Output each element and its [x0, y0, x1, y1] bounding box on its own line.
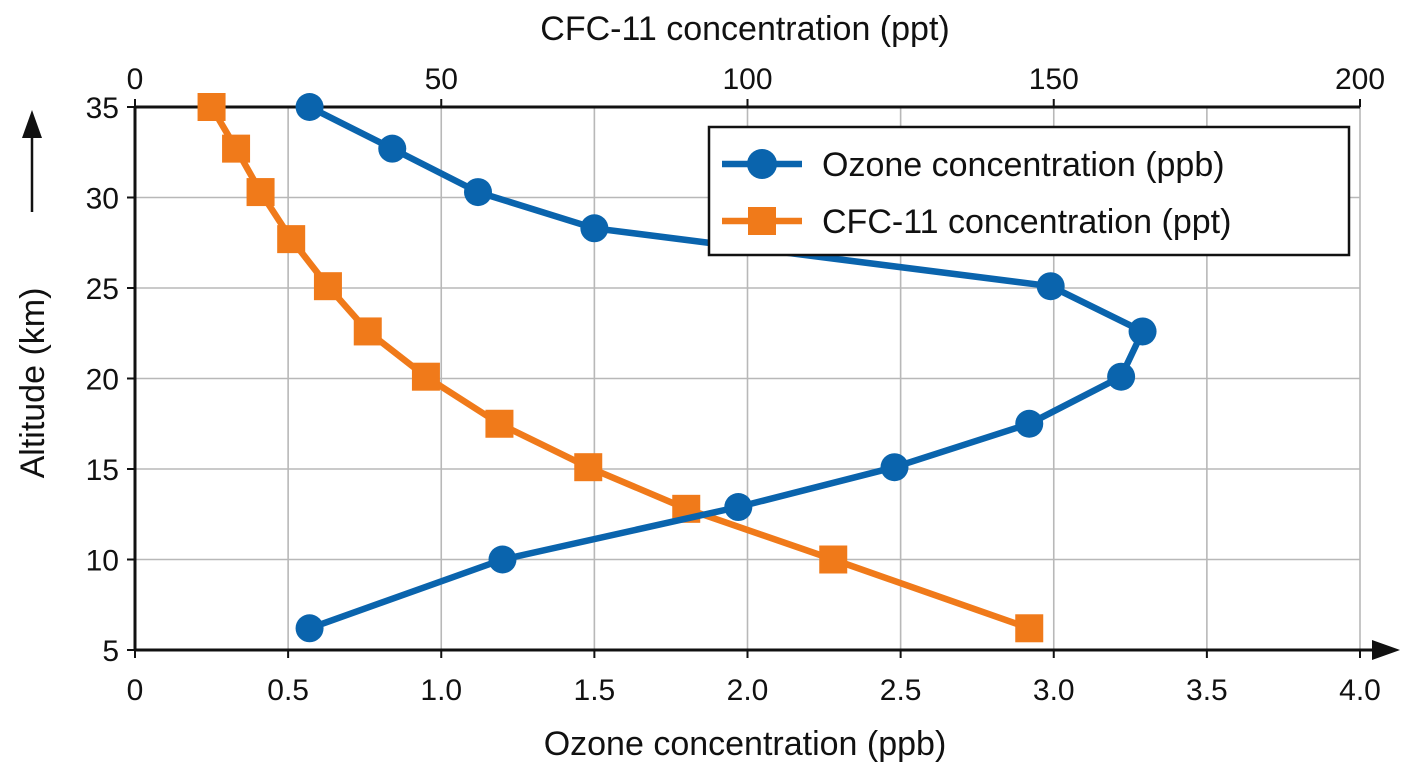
- data-point-square: [277, 225, 306, 254]
- x-bottom-tick-label: 1.0: [420, 674, 462, 707]
- right-arrow-icon: [1372, 640, 1400, 660]
- x-top-tick-label: 150: [1029, 63, 1079, 96]
- x-top-tick-label: 0: [127, 63, 144, 96]
- data-point-circle: [295, 614, 324, 643]
- data-point-square: [222, 134, 251, 163]
- y-tick-label: 5: [102, 635, 119, 668]
- data-point-square: [353, 317, 382, 346]
- series-line: [308, 104, 1146, 632]
- up-arrow-icon: [22, 110, 42, 212]
- y-tick-label: 35: [86, 92, 119, 125]
- data-point-circle: [880, 453, 909, 482]
- data-point-circle: [1036, 272, 1065, 301]
- series-ozone: [295, 93, 1157, 643]
- x-top-tick-label: 200: [1335, 63, 1385, 96]
- y-axis-title: Altitude (km): [14, 288, 52, 479]
- x-bottom-tick-label: 0: [127, 674, 144, 707]
- series-cfc-11: [197, 93, 1044, 643]
- data-point-square: [485, 409, 514, 438]
- data-point-circle: [464, 178, 492, 207]
- x-bottom-tick-label: 2.5: [880, 674, 922, 707]
- y-tick-label: 15: [86, 454, 119, 487]
- x-bottom-tick-label: 1.5: [574, 674, 616, 707]
- x-top-tick-label: 100: [722, 63, 772, 96]
- legend-marker-circle: [747, 149, 777, 179]
- data-point-square: [574, 453, 603, 482]
- data-point-square: [197, 93, 226, 121]
- data-point-circle: [295, 93, 324, 121]
- data-point-circle: [1015, 409, 1044, 438]
- data-point-circle: [1107, 362, 1136, 391]
- legend-entry: CFC-11 concentration (ppt): [722, 203, 1231, 241]
- data-point-circle: [580, 214, 609, 243]
- legend: Ozone concentration (ppb) CFC-11 concentr…: [707, 125, 1351, 257]
- data-point-square: [411, 362, 440, 391]
- x-bottom-tick-label: 4.0: [1339, 674, 1381, 707]
- legend-marker-square: [748, 207, 776, 235]
- x-top-axis-title: CFC-11 concentration (ppt): [540, 10, 949, 48]
- y-tick-label: 10: [86, 545, 119, 578]
- data-point-square: [1015, 614, 1044, 643]
- y-tick-label: 20: [86, 364, 119, 397]
- legend-label: Ozone concentration (ppb): [822, 146, 1225, 184]
- data-point-square: [819, 545, 848, 574]
- data-point-circle: [378, 134, 407, 163]
- x-bottom-tick-label: 0.5: [267, 674, 309, 707]
- y-tick-label: 25: [86, 273, 119, 306]
- x-bottom-axis-title: Ozone concentration (ppb): [544, 725, 947, 763]
- data-point-circle: [724, 493, 753, 522]
- x-bottom-tick-label: 3.0: [1033, 674, 1075, 707]
- axes: [127, 99, 1400, 660]
- legend-label: CFC-11 concentration (ppt): [822, 203, 1231, 241]
- x-top-tick-label: 50: [425, 63, 458, 96]
- x-bottom-tick-label: 2.0: [727, 674, 769, 707]
- legend-entry: Ozone concentration (ppb): [722, 146, 1225, 184]
- x-bottom-tick-label: 3.5: [1186, 674, 1228, 707]
- plot-area: [197, 93, 1157, 643]
- y-tick-label: 30: [86, 183, 119, 216]
- tick-labels: 0 0.5 1.0 1.5 2.0 2.5 3.0 3.5 4.0 0 50 100 150 200 5 10…: [86, 63, 1385, 707]
- data-point-square: [246, 178, 275, 207]
- data-point-circle: [1128, 317, 1157, 346]
- data-point-circle: [488, 545, 517, 574]
- data-point-square: [313, 272, 342, 301]
- legend-box: [707, 125, 1351, 257]
